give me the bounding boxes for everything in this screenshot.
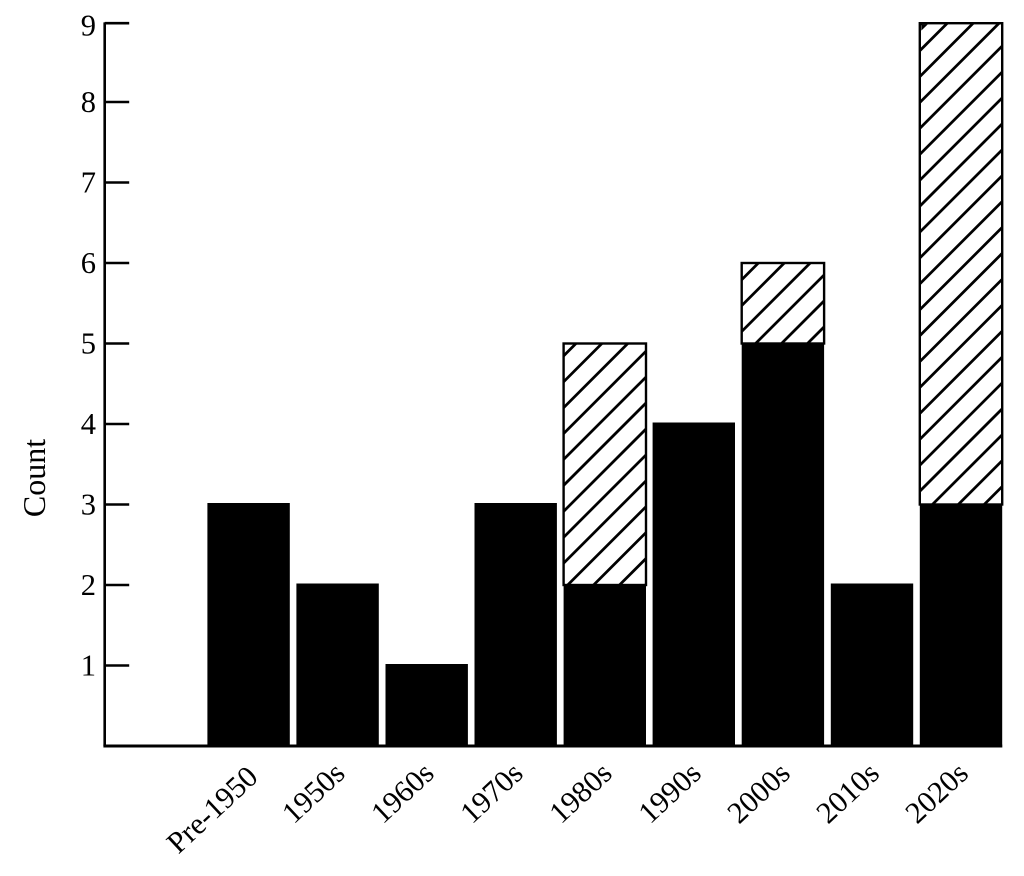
svg-text:6: 6 <box>81 246 96 280</box>
svg-text:Count: Count <box>16 439 52 517</box>
svg-text:7: 7 <box>81 166 96 200</box>
svg-text:1: 1 <box>81 649 96 683</box>
svg-text:2: 2 <box>81 568 96 602</box>
svg-text:8: 8 <box>81 85 96 119</box>
svg-text:3: 3 <box>81 488 96 522</box>
svg-text:5: 5 <box>81 327 96 361</box>
svg-text:9: 9 <box>81 9 96 43</box>
svg-text:4: 4 <box>81 407 96 441</box>
